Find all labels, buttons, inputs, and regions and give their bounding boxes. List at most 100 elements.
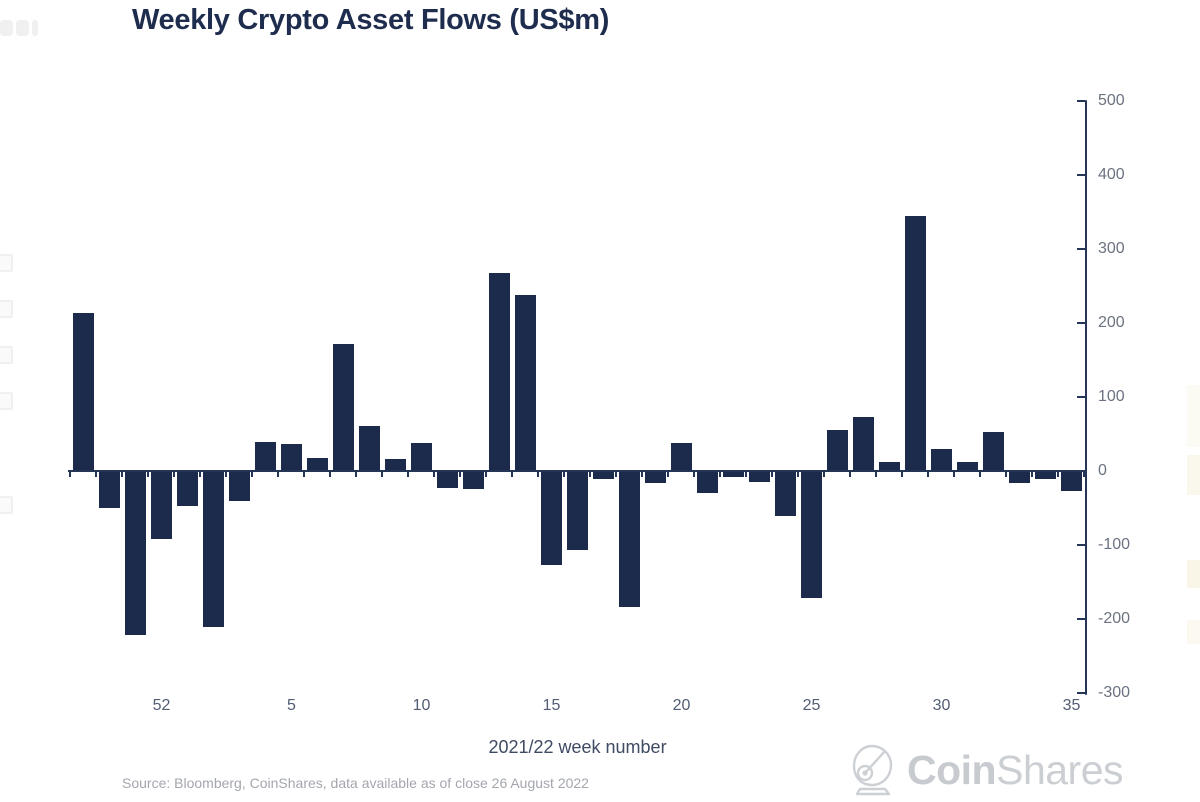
bar-week-19 bbox=[645, 472, 666, 484]
x-tick-label-15: 15 bbox=[542, 697, 561, 714]
bar-week-30 bbox=[931, 449, 952, 470]
logo-text-light: Shares bbox=[996, 747, 1124, 793]
y-tick--100 bbox=[1077, 544, 1085, 546]
page-corner-artifact bbox=[0, 20, 13, 36]
x-boundary-tick bbox=[225, 472, 227, 477]
y-tick-label: -300 bbox=[1098, 684, 1131, 701]
x-boundary-tick bbox=[303, 472, 305, 477]
x-boundary-tick bbox=[667, 472, 669, 477]
bar-week-6 bbox=[307, 458, 328, 470]
bar-week-23 bbox=[749, 472, 770, 482]
bar-week-24 bbox=[775, 472, 796, 516]
x-boundary-tick bbox=[251, 472, 253, 477]
page-corner-artifact bbox=[16, 20, 29, 36]
x-boundary-tick bbox=[511, 472, 513, 477]
share-toolbar-icon[interactable] bbox=[0, 392, 13, 410]
y-tick-label: 500 bbox=[1098, 92, 1125, 109]
x-boundary-tick bbox=[875, 472, 877, 477]
share-toolbar-icon[interactable] bbox=[0, 346, 13, 364]
x-boundary-tick bbox=[849, 472, 851, 477]
x-tick-label-20: 20 bbox=[672, 697, 691, 714]
x-boundary-tick bbox=[641, 472, 643, 477]
bar-week-35 bbox=[1061, 472, 1082, 492]
bar-week-28 bbox=[879, 461, 900, 470]
x-boundary-tick bbox=[1005, 472, 1007, 477]
x-boundary-tick bbox=[693, 472, 695, 477]
bar-week-18 bbox=[619, 472, 640, 608]
x-boundary-tick bbox=[1031, 472, 1033, 477]
chart-title: Weekly Crypto Asset Flows (US$m) bbox=[132, 4, 610, 36]
x-boundary-tick bbox=[1057, 472, 1059, 477]
share-toolbar-icon[interactable] bbox=[0, 496, 13, 514]
bar-week-4 bbox=[255, 441, 276, 470]
x-boundary-tick bbox=[537, 472, 539, 477]
x-tick-label-10: 10 bbox=[412, 697, 431, 714]
bar-week-33 bbox=[1009, 472, 1030, 484]
y-tick-100 bbox=[1077, 396, 1085, 398]
bar-week-52 bbox=[151, 472, 172, 539]
x-boundary-tick bbox=[433, 472, 435, 477]
y-tick-300 bbox=[1077, 248, 1085, 250]
bar-week-22 bbox=[723, 472, 744, 478]
coinshares-logo-text: CoinShares bbox=[907, 742, 1124, 798]
bar-week-50 bbox=[99, 472, 120, 508]
page-edge-artifact bbox=[1187, 385, 1200, 447]
page-edge-artifact bbox=[1187, 620, 1200, 644]
x-boundary-tick bbox=[563, 472, 565, 477]
y-tick--300 bbox=[1077, 692, 1085, 694]
x-boundary-tick bbox=[355, 472, 357, 477]
x-boundary-tick bbox=[771, 472, 773, 477]
y-tick-400 bbox=[1077, 174, 1085, 176]
x-boundary-tick bbox=[147, 472, 149, 477]
bar-week-15 bbox=[541, 472, 562, 566]
bar-week-14 bbox=[515, 295, 536, 470]
bar-week-32 bbox=[983, 431, 1004, 470]
x-boundary-tick bbox=[979, 472, 981, 477]
share-toolbar-icon[interactable] bbox=[0, 254, 13, 272]
x-boundary-tick bbox=[745, 472, 747, 477]
y-tick-label: 400 bbox=[1098, 166, 1125, 183]
page-edge-artifact bbox=[1187, 560, 1200, 588]
x-boundary-tick bbox=[407, 472, 409, 477]
bar-week-26 bbox=[827, 430, 848, 470]
y-tick-500 bbox=[1077, 100, 1085, 102]
x-boundary-tick bbox=[589, 472, 591, 477]
bar-week-9 bbox=[385, 458, 406, 470]
x-boundary-tick bbox=[173, 472, 175, 477]
bar-week-10 bbox=[411, 443, 432, 470]
y-tick-label: -200 bbox=[1098, 610, 1131, 627]
bar-week-21 bbox=[697, 472, 718, 493]
source-note: Source: Bloomberg, CoinShares, data avai… bbox=[122, 775, 589, 791]
x-tick-label-5: 5 bbox=[287, 697, 296, 714]
y-tick-label: 0 bbox=[1098, 462, 1107, 479]
y-tick-label: 300 bbox=[1098, 240, 1125, 257]
bar-week-17 bbox=[593, 472, 614, 479]
x-boundary-tick bbox=[719, 472, 721, 477]
bar-week-49 bbox=[73, 313, 94, 470]
y-tick-label: 100 bbox=[1098, 388, 1125, 405]
coinshares-logo-icon bbox=[852, 744, 893, 796]
page-corner-artifact bbox=[32, 20, 38, 36]
x-axis-zero-line bbox=[68, 470, 1087, 472]
x-boundary-tick bbox=[901, 472, 903, 477]
x-boundary-tick bbox=[927, 472, 929, 477]
x-boundary-tick bbox=[459, 472, 461, 477]
x-boundary-tick bbox=[69, 472, 71, 477]
bar-week-12 bbox=[463, 472, 484, 490]
y-tick-label: 200 bbox=[1098, 314, 1125, 331]
share-toolbar-icon[interactable] bbox=[0, 300, 13, 318]
y-tick-0 bbox=[1077, 470, 1085, 472]
bar-week-20 bbox=[671, 443, 692, 470]
bar-week-3 bbox=[229, 472, 250, 501]
x-tick-label-25: 25 bbox=[802, 697, 821, 714]
x-boundary-tick bbox=[381, 472, 383, 477]
bar-week-5 bbox=[281, 444, 302, 470]
x-boundary-tick bbox=[1083, 472, 1085, 477]
bar-week-13 bbox=[489, 273, 510, 470]
logo-text-bold: Coin bbox=[907, 747, 997, 793]
x-axis-title: 2021/22 week number bbox=[488, 737, 667, 757]
bar-week-11 bbox=[437, 472, 458, 488]
bar-week-27 bbox=[853, 417, 874, 470]
y-tick-label: -100 bbox=[1098, 536, 1131, 553]
y-tick-200 bbox=[1077, 322, 1085, 324]
